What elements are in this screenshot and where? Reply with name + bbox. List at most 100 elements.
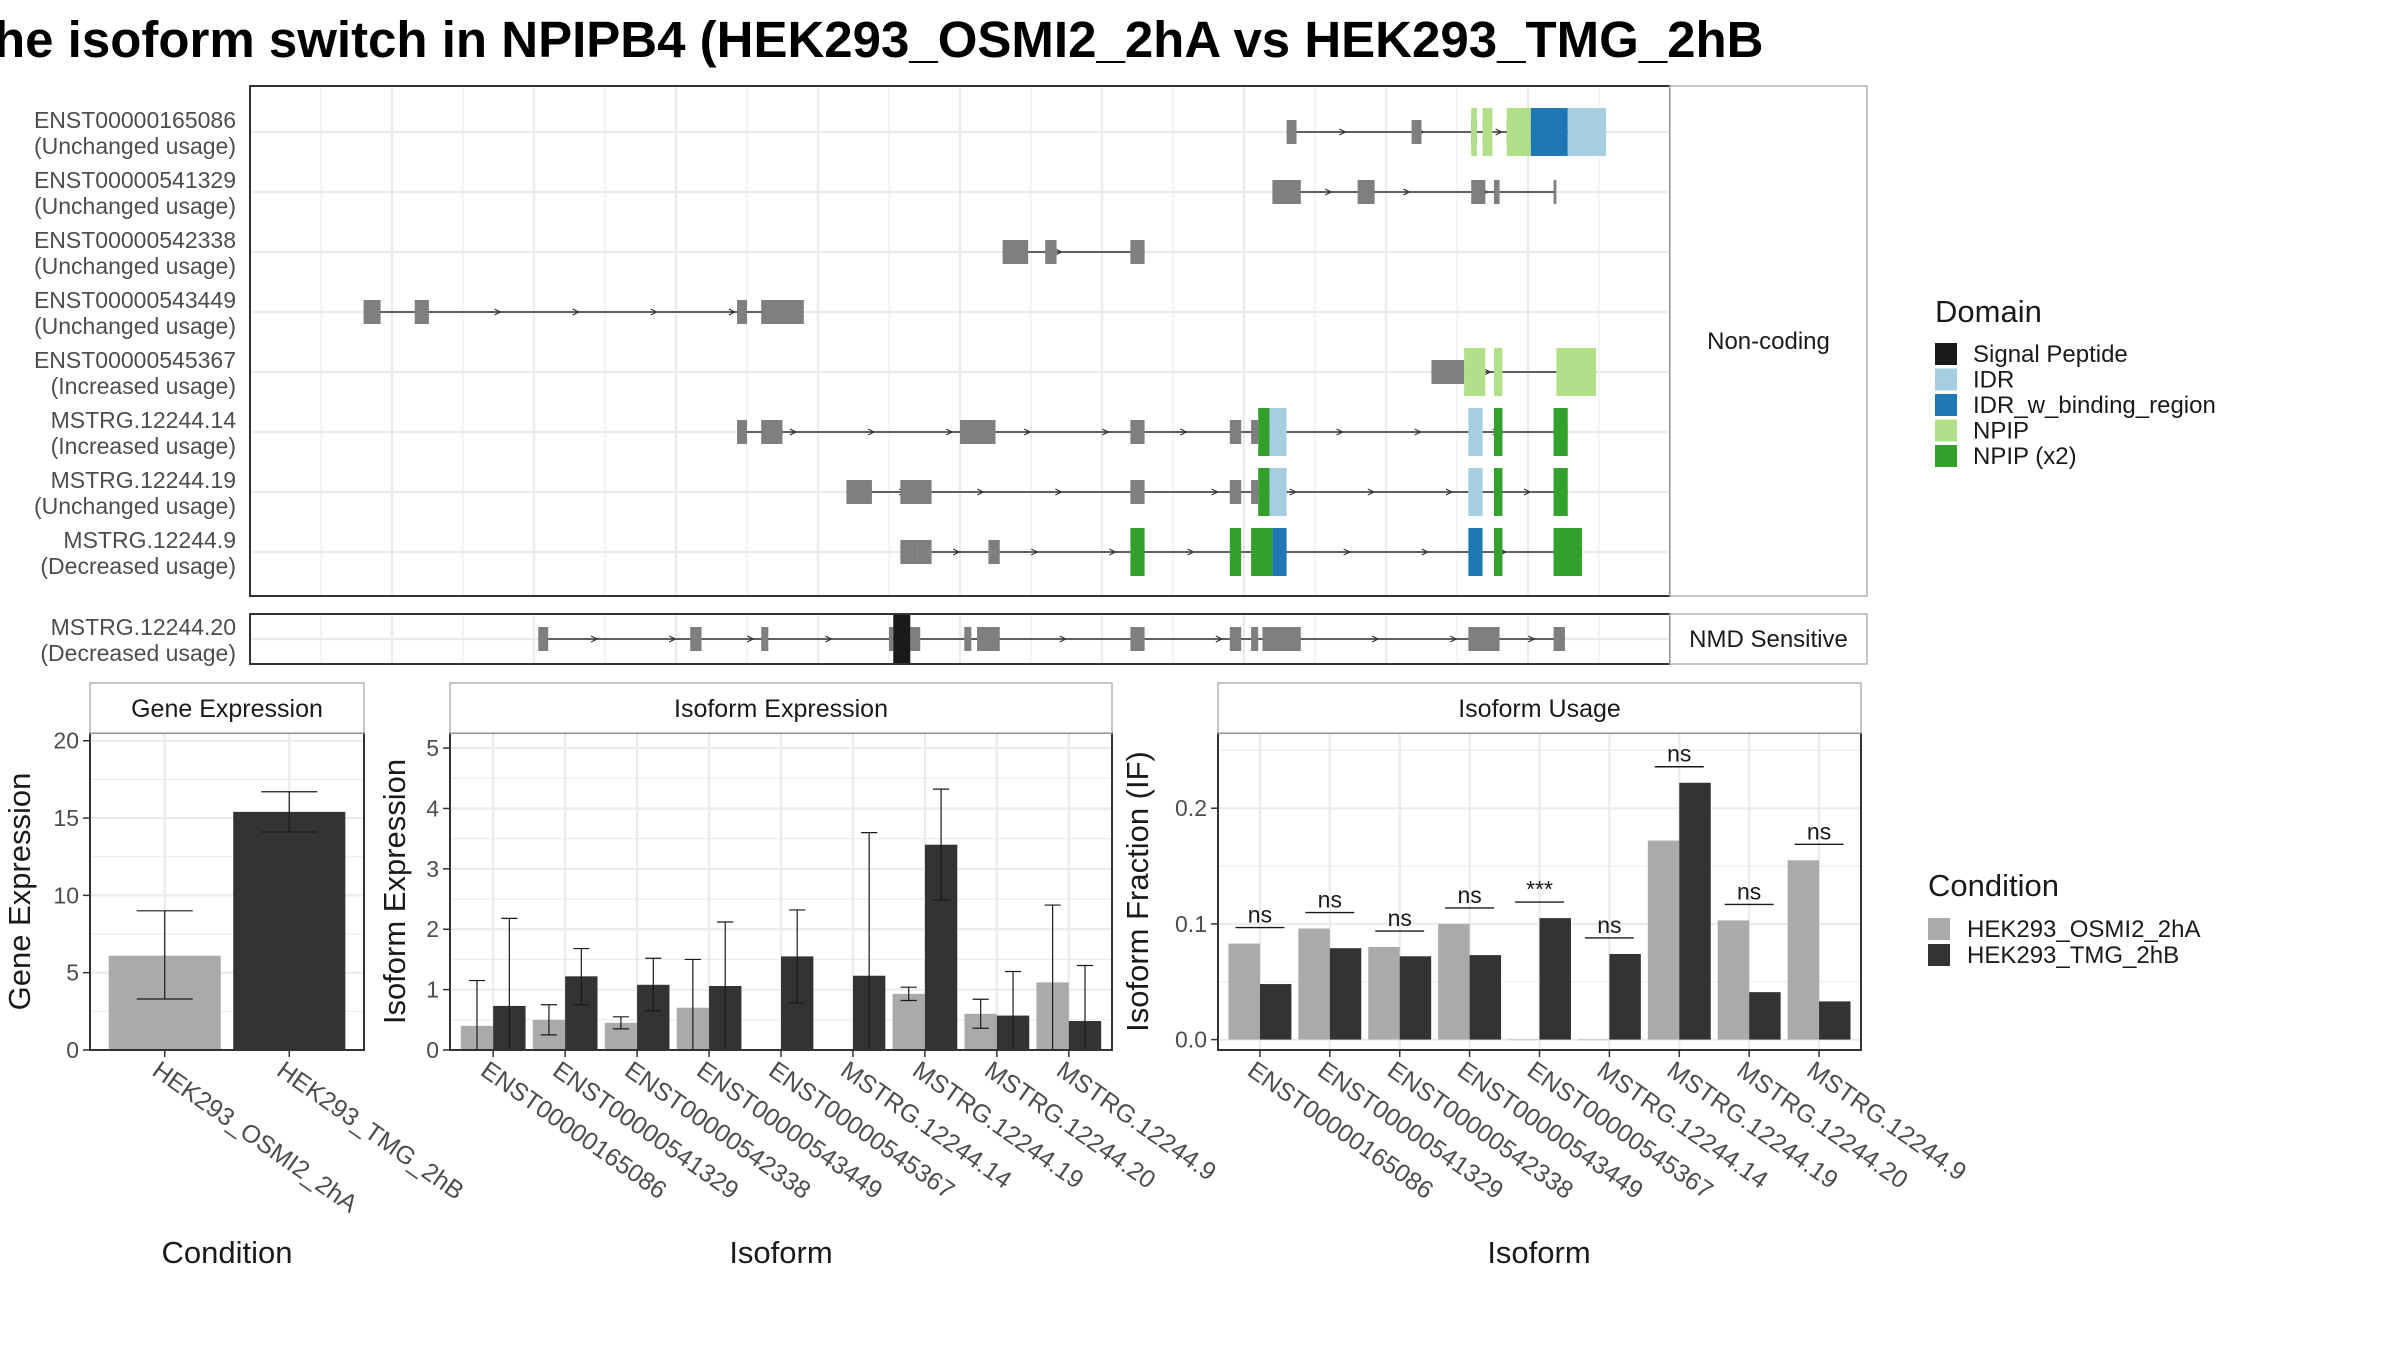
bar bbox=[1399, 956, 1432, 1040]
y-tick-label: 0.2 bbox=[1175, 795, 1207, 821]
direction-arrow bbox=[1343, 548, 1352, 556]
exon bbox=[1251, 627, 1259, 651]
exon bbox=[1286, 120, 1297, 144]
direction-arrow bbox=[952, 548, 961, 556]
isoform-usage-label: (Unchanged usage) bbox=[34, 193, 236, 219]
facet-strip bbox=[1669, 613, 1868, 665]
domain-legend-key bbox=[1935, 343, 1957, 365]
domain-legend-key bbox=[1935, 368, 1957, 391]
condition-legend-label: HEK293_TMG_2hB bbox=[1967, 942, 2179, 969]
direction-arrow bbox=[1445, 488, 1454, 496]
domain-legend-label: NPIP (x2) bbox=[1973, 443, 2077, 470]
panel-title: Isoform Usage bbox=[1458, 695, 1621, 723]
direction-arrow bbox=[572, 308, 580, 316]
x-axis-label: Isoform bbox=[1487, 1235, 1590, 1270]
isoform-name-label: ENST00000543449 bbox=[34, 287, 236, 313]
domain-block bbox=[1269, 468, 1287, 516]
y-axis-label: Isoform Expression bbox=[377, 759, 412, 1024]
facet-strip-label: Non-coding bbox=[1707, 328, 1830, 355]
structure-panel: Non-coding bbox=[248, 85, 1868, 597]
exon bbox=[1229, 480, 1242, 504]
exon bbox=[1229, 627, 1242, 651]
significance-label: ns bbox=[1737, 878, 1761, 904]
exon bbox=[846, 480, 872, 504]
y-tick-label: 0 bbox=[66, 1037, 79, 1063]
significance-label: ns bbox=[1318, 887, 1342, 913]
exon bbox=[900, 540, 918, 564]
y-tick-label: 1 bbox=[426, 977, 439, 1003]
bar bbox=[1577, 1039, 1610, 1041]
bar bbox=[1819, 1001, 1851, 1040]
domain-block bbox=[1506, 108, 1531, 156]
bar bbox=[1368, 947, 1400, 1040]
bar bbox=[1787, 860, 1820, 1040]
isoform-name-label: ENST00000545367 bbox=[34, 347, 236, 373]
isoform-name-label: MSTRG.12244.9 bbox=[63, 527, 236, 553]
exon bbox=[690, 627, 702, 651]
significance-label: ns bbox=[1457, 882, 1481, 908]
direction-arrow bbox=[1339, 128, 1347, 136]
direction-arrow bbox=[945, 428, 954, 436]
direction-arrow bbox=[1523, 488, 1532, 496]
condition-legend-title: Condition bbox=[1928, 868, 2059, 903]
y-axis-label: Gene Expression bbox=[2, 773, 37, 1011]
direction-arrow bbox=[1336, 428, 1344, 436]
y-tick-label: 2 bbox=[426, 916, 439, 942]
domain-block bbox=[1493, 468, 1503, 516]
direction-arrow bbox=[1059, 635, 1068, 643]
panel-title: Gene Expression bbox=[131, 695, 323, 723]
direction-arrow bbox=[1023, 428, 1032, 436]
domain-block bbox=[1553, 468, 1568, 516]
bar bbox=[1539, 918, 1571, 1040]
direction-arrow bbox=[1215, 635, 1224, 643]
exon bbox=[1272, 180, 1301, 204]
domain-block bbox=[1468, 408, 1483, 456]
y-tick-label: 3 bbox=[426, 856, 439, 882]
y-tick-label: 15 bbox=[53, 805, 79, 831]
exon bbox=[761, 420, 783, 444]
direction-arrow bbox=[1495, 128, 1503, 136]
bar-chart-panels: HEK293_OSMI2_2hAHEK293_TMG_2hB05101520Ge… bbox=[2, 682, 1971, 1270]
domain-block bbox=[1553, 528, 1582, 576]
exon bbox=[1251, 420, 1259, 444]
isoform-usage-label: (Unchanged usage) bbox=[34, 253, 236, 279]
bar bbox=[1438, 923, 1470, 1040]
direction-arrow bbox=[1055, 488, 1063, 496]
domain-block bbox=[1530, 108, 1568, 156]
exon bbox=[964, 627, 972, 651]
direction-arrow bbox=[1289, 488, 1298, 496]
facet-strip-label: NMD Sensitive bbox=[1689, 626, 1848, 653]
direction-arrow bbox=[1324, 188, 1333, 196]
direction-arrow bbox=[1367, 488, 1376, 496]
domain-legend-title: Domain bbox=[1935, 294, 2042, 329]
exon bbox=[737, 300, 747, 324]
significance-label: *** bbox=[1526, 876, 1553, 902]
bar bbox=[1508, 1039, 1540, 1041]
y-tick-label: 0.0 bbox=[1175, 1027, 1207, 1053]
direction-arrow bbox=[1414, 428, 1423, 436]
significance-label: ns bbox=[1597, 912, 1621, 938]
structure-panel: NMD Sensitive bbox=[248, 613, 1868, 665]
panel-title-strip bbox=[449, 682, 1113, 734]
isoform-name-label: MSTRG.12244.19 bbox=[51, 467, 236, 493]
domain-block bbox=[893, 615, 911, 663]
y-tick-label: 0 bbox=[426, 1037, 439, 1063]
domain-legend-key bbox=[1935, 445, 1957, 467]
domain-block bbox=[1269, 408, 1287, 456]
direction-arrow bbox=[650, 308, 659, 316]
domain-legend-label: NPIP bbox=[1973, 418, 2029, 445]
isoform-name-label: ENST00000541329 bbox=[34, 167, 236, 193]
exon bbox=[1493, 180, 1500, 204]
domain-block bbox=[1251, 528, 1273, 576]
x-axis-label: Isoform bbox=[729, 1235, 832, 1270]
exon bbox=[1229, 420, 1242, 444]
direction-arrow bbox=[1055, 248, 1063, 256]
exon bbox=[414, 300, 429, 324]
direction-arrow bbox=[867, 428, 876, 436]
direction-arrow bbox=[494, 308, 502, 316]
exon bbox=[1553, 627, 1565, 651]
isoform-usage-label: (Increased usage) bbox=[51, 373, 236, 399]
y-tick-label: 5 bbox=[426, 735, 439, 761]
domain-block bbox=[1258, 468, 1270, 516]
direction-arrow bbox=[1449, 635, 1458, 643]
